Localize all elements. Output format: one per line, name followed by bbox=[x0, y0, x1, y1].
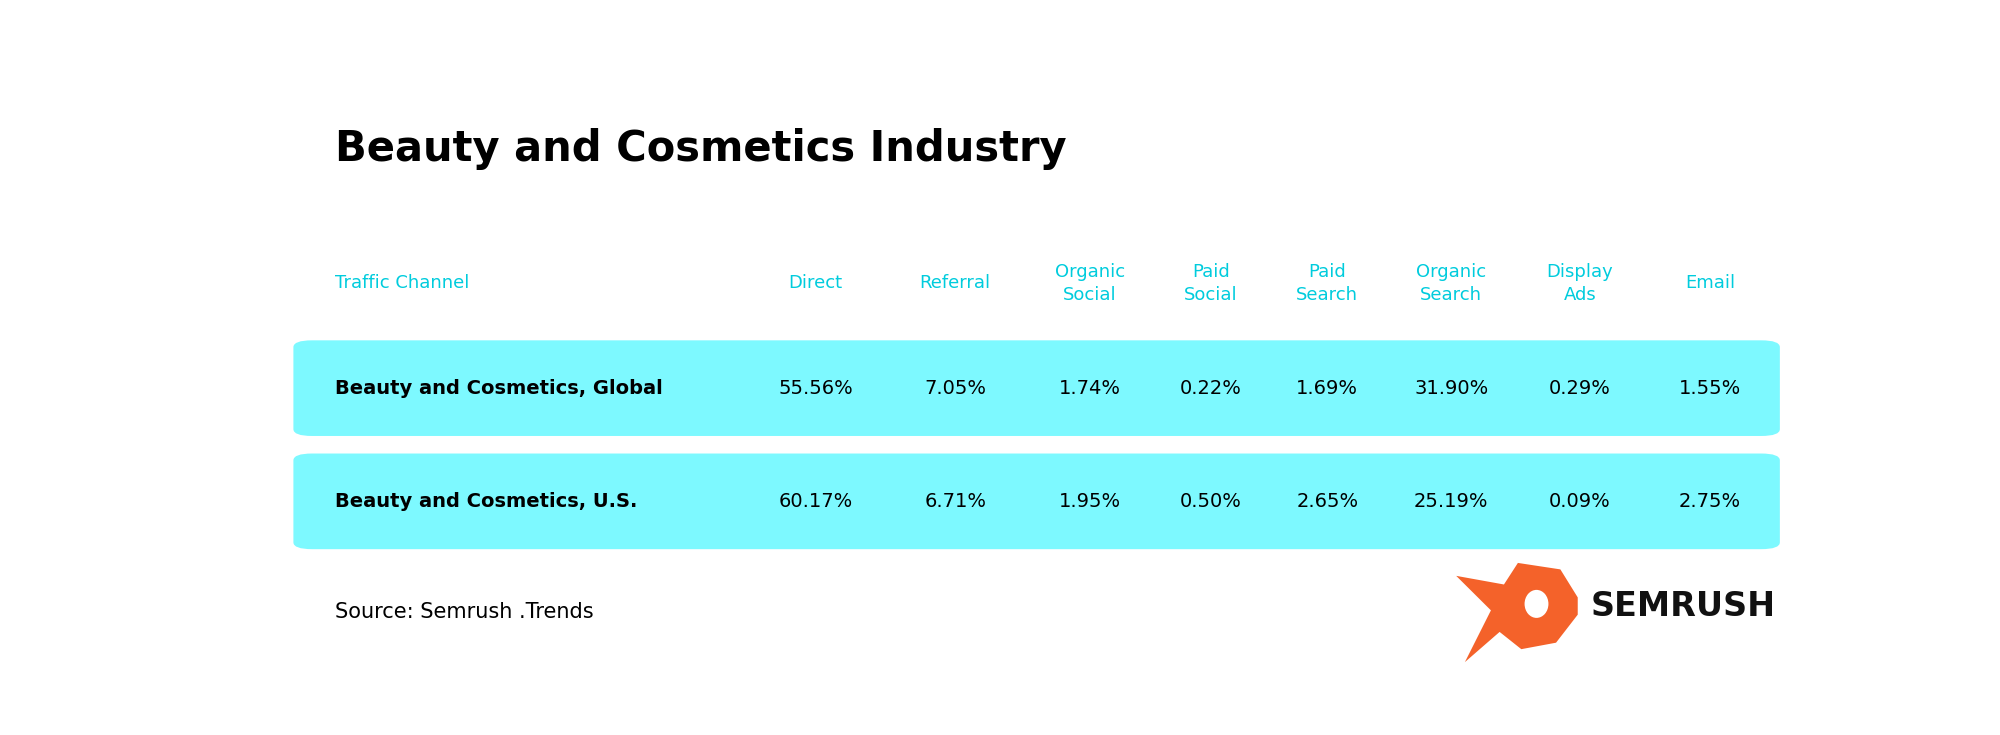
Text: Referral: Referral bbox=[920, 274, 990, 293]
Text: 0.50%: 0.50% bbox=[1180, 492, 1242, 511]
Text: 1.95%: 1.95% bbox=[1060, 492, 1122, 511]
Text: 2.75%: 2.75% bbox=[1680, 492, 1742, 511]
Text: Email: Email bbox=[1686, 274, 1736, 293]
Text: 55.56%: 55.56% bbox=[778, 379, 854, 398]
Text: 6.71%: 6.71% bbox=[924, 492, 986, 511]
Text: Display
Ads: Display Ads bbox=[1546, 263, 1614, 304]
Text: 1.69%: 1.69% bbox=[1296, 379, 1358, 398]
Text: Beauty and Cosmetics, U.S.: Beauty and Cosmetics, U.S. bbox=[336, 492, 638, 511]
FancyBboxPatch shape bbox=[294, 340, 1780, 436]
Text: Beauty and Cosmetics Industry: Beauty and Cosmetics Industry bbox=[336, 128, 1066, 170]
Text: Paid
Social: Paid Social bbox=[1184, 263, 1238, 304]
Text: Organic
Search: Organic Search bbox=[1416, 263, 1486, 304]
Polygon shape bbox=[1456, 563, 1578, 662]
Text: 0.22%: 0.22% bbox=[1180, 379, 1242, 398]
Text: Organic
Social: Organic Social bbox=[1056, 263, 1126, 304]
Text: 31.90%: 31.90% bbox=[1414, 379, 1488, 398]
Text: Beauty and Cosmetics, Global: Beauty and Cosmetics, Global bbox=[336, 379, 664, 398]
Text: 25.19%: 25.19% bbox=[1414, 492, 1488, 511]
FancyBboxPatch shape bbox=[294, 453, 1780, 549]
Text: SEMRUSH: SEMRUSH bbox=[1590, 589, 1776, 623]
Ellipse shape bbox=[1524, 590, 1548, 618]
Text: 7.05%: 7.05% bbox=[924, 379, 986, 398]
Text: Direct: Direct bbox=[788, 274, 842, 293]
Text: 1.74%: 1.74% bbox=[1060, 379, 1122, 398]
Text: 2.65%: 2.65% bbox=[1296, 492, 1358, 511]
Text: 0.09%: 0.09% bbox=[1550, 492, 1610, 511]
Text: 1.55%: 1.55% bbox=[1678, 379, 1742, 398]
Text: Traffic Channel: Traffic Channel bbox=[336, 274, 470, 293]
Text: 60.17%: 60.17% bbox=[778, 492, 852, 511]
Text: Source: Semrush .Trends: Source: Semrush .Trends bbox=[336, 602, 594, 622]
Text: 0.29%: 0.29% bbox=[1548, 379, 1610, 398]
Text: Paid
Search: Paid Search bbox=[1296, 263, 1358, 304]
